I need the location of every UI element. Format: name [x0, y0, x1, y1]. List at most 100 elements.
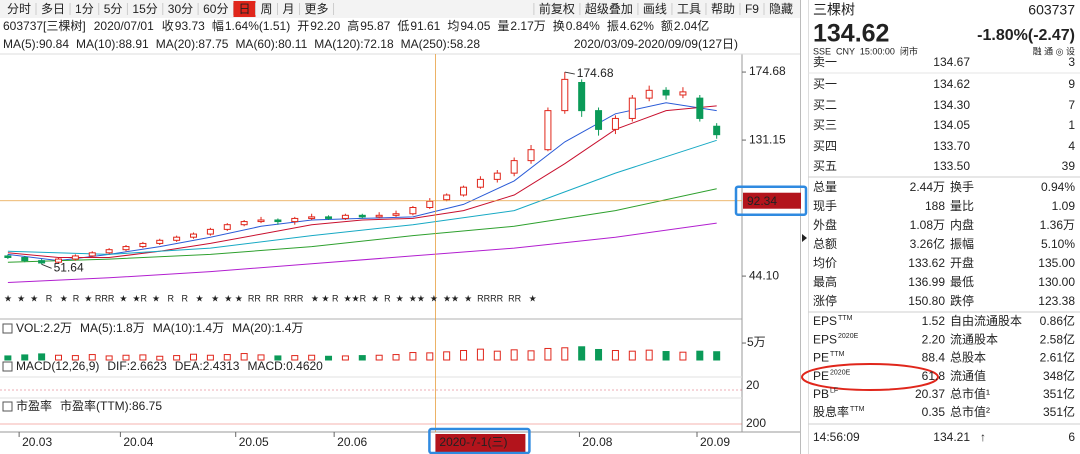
toolbar-tab[interactable]: 多日 [41, 2, 65, 16]
volume-bar [291, 355, 299, 361]
volume-bar [257, 354, 265, 361]
ma-line [7, 222, 717, 283]
candle-body [206, 228, 214, 235]
panel-legend: 市盈率(TTM):86.75 [60, 398, 162, 413]
toolbar-tool[interactable]: 隐藏 [769, 2, 793, 16]
fundamental-label: PB [813, 387, 829, 401]
candle-body [544, 110, 552, 151]
fundamental-value: 0.86亿 [1040, 313, 1075, 328]
stat-value: 2.44万 [910, 180, 945, 194]
toolbar-bg [0, 0, 800, 18]
volume-bar [240, 353, 248, 361]
panel-axis-label: 200 [746, 416, 766, 430]
candle-body [257, 219, 265, 223]
stat-label: 开盘 [950, 255, 974, 270]
toolbar-tab[interactable]: 分时 [7, 2, 31, 16]
stat-value: 123.38 [1038, 294, 1075, 308]
y-tick-label: 174.68 [749, 64, 786, 78]
toolbar-tab[interactable]: 30分 [168, 2, 193, 16]
toolbar-tab[interactable]: 60分 [203, 2, 228, 16]
quote-icons: 融 通 ◎ 设 [1033, 46, 1075, 56]
highlight-ellipse [801, 363, 939, 391]
toolbar-tool[interactable]: 前复权 [539, 1, 575, 16]
fundamental-value: 20.37 [915, 387, 945, 401]
fundamental-label: 自由流通股本 [950, 314, 1022, 328]
volume-bar [156, 355, 164, 361]
stat-value: 5.10% [1041, 237, 1075, 251]
stat-label: 涨停 [813, 293, 837, 308]
volume-bar [510, 349, 518, 361]
candle-body [291, 217, 299, 223]
candle-body [628, 97, 636, 119]
field-label: 高 [347, 18, 359, 33]
toolbar-tab[interactable]: 15分 [132, 2, 157, 16]
fundamental-label: 总市值² [950, 404, 990, 419]
toolbar-tab[interactable]: 1分 [75, 2, 94, 16]
candle-body [578, 82, 586, 112]
candle-body [21, 257, 29, 262]
fundamental-label: EPS [813, 314, 837, 328]
volume-bar [578, 346, 586, 361]
ma-line [7, 105, 717, 258]
volume-bar [274, 355, 282, 361]
fundamental-label: PE [813, 351, 829, 365]
book-volume: 7 [1068, 98, 1075, 112]
volume-bar [308, 354, 316, 361]
field-value: 95.87 [360, 19, 390, 33]
collapse-arrow[interactable] [802, 234, 807, 242]
trade-arrow: ↑ [980, 430, 986, 444]
field-label: 额 [661, 19, 673, 33]
candle-body [105, 249, 113, 254]
toolbar-tab[interactable]: 月 [283, 2, 295, 16]
candle-body [55, 258, 63, 263]
volume-bar [713, 351, 721, 361]
ma-line [7, 139, 717, 255]
volume-bar [527, 350, 535, 361]
fundamental-sup: 2020E [830, 369, 851, 376]
candle-body [460, 186, 468, 196]
stat-label: 均价 [813, 256, 837, 270]
candle-body [392, 213, 400, 216]
event-markers: ★ ★ ★ R ★ R ★ RRR ★ ★R ★ R R ★ ★ ★ ★ RR … [4, 293, 537, 303]
toolbar-tool[interactable]: 帮助 [711, 2, 735, 16]
toolbar-tab[interactable]: 日 [238, 2, 250, 16]
book-label: 买二 [813, 98, 837, 112]
stat-label: 内盘 [950, 217, 974, 232]
volume-bar [21, 354, 29, 361]
ma-line [7, 188, 717, 263]
toolbar-tool[interactable]: F9 [745, 2, 759, 16]
field-value: 94.05 [460, 19, 490, 33]
volume-bar [544, 347, 552, 361]
toolbar-tab[interactable]: 5分 [104, 2, 123, 16]
x-tick-label: 20.09 [700, 435, 730, 449]
volume-bar [358, 355, 366, 361]
candle-body [308, 216, 316, 219]
toolbar-tool[interactable]: 画线 [643, 2, 667, 16]
cursor-price-box [743, 192, 801, 209]
book-price: 133.70 [933, 139, 970, 153]
cursor-date-box [435, 434, 526, 452]
toolbar-tool[interactable]: 超级叠加 [585, 1, 633, 16]
candle-body [510, 160, 518, 174]
stat-value: 1.09 [1052, 199, 1076, 213]
stat-value: 133.62 [908, 256, 945, 270]
extreme-label: 51.64 [54, 260, 84, 274]
trade-price: 134.21 [933, 430, 970, 444]
volume-bar [493, 350, 501, 361]
book-volume: 3 [1068, 55, 1075, 69]
stat-value: 0.94% [1041, 180, 1075, 194]
y-tick-label: 44.10 [749, 268, 779, 282]
candle-body [696, 97, 704, 119]
volume-bar [71, 355, 79, 361]
book-volume: 1 [1068, 118, 1075, 132]
volume-bar [325, 355, 333, 361]
toolbar-tab[interactable]: 周 [261, 2, 273, 16]
toolbar-tab[interactable]: 更多 [305, 2, 329, 16]
panel-legend: MACD:0.4620 [247, 359, 323, 373]
stat-value: 1.08万 [910, 218, 945, 232]
cursor-date: 2020-7-1(三) [439, 435, 507, 449]
toolbar-tool[interactable]: 工具 [677, 2, 701, 16]
book-price: 134.62 [933, 77, 970, 91]
stock-code: 603737 [1028, 2, 1075, 18]
